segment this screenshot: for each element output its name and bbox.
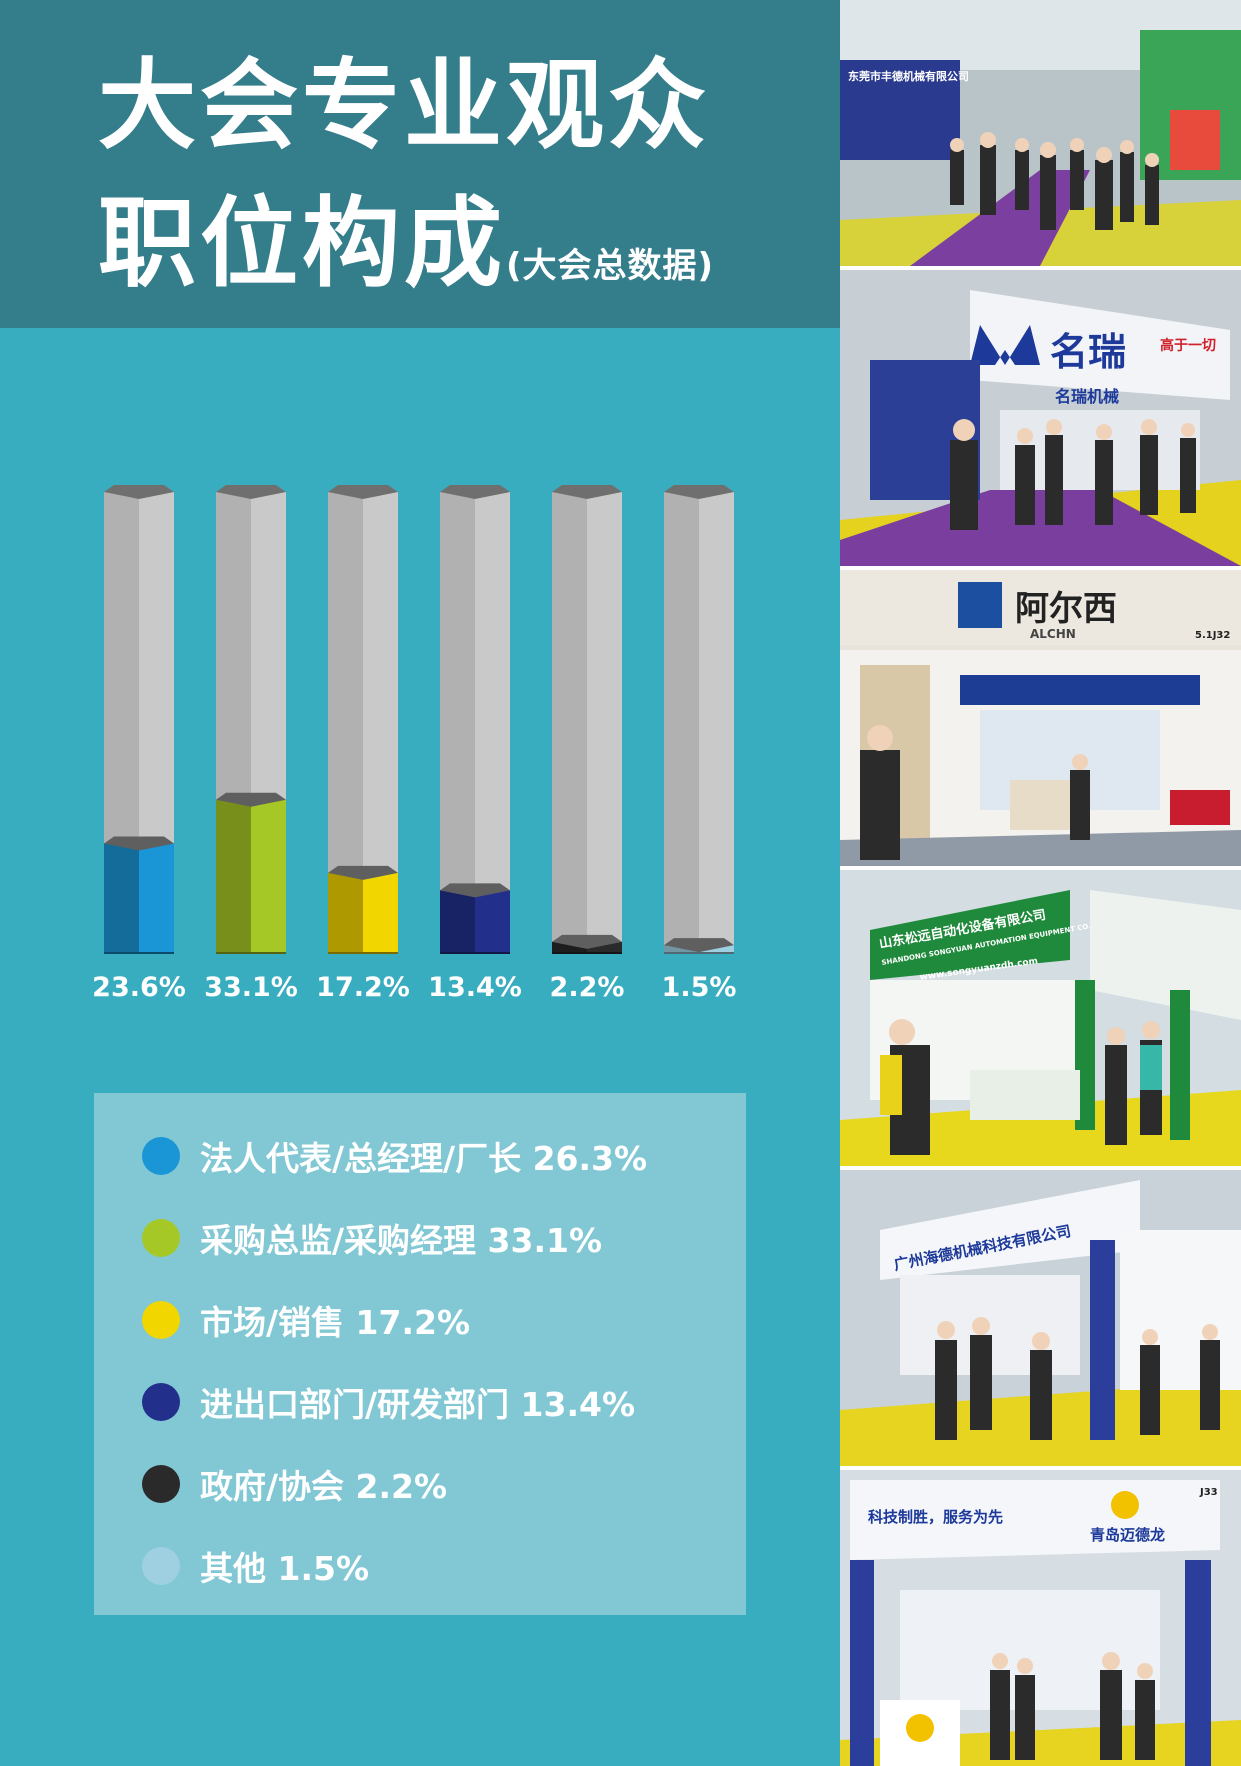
bar-1-left-face	[216, 799, 251, 952]
title-note: (大会总数据)	[506, 246, 715, 286]
legend-item: 其他 1.5%	[142, 1541, 369, 1591]
bar-chart: 23.6% 33.1% 17.2% 13.4% 2.2% 1.5%	[92, 485, 737, 1003]
bar-track-cap	[440, 485, 510, 499]
bar-4-cap	[552, 934, 622, 949]
legend-swatch	[142, 1465, 180, 1503]
legend-label: 其他 1.5%	[200, 1549, 370, 1588]
bar-track-right	[699, 492, 734, 952]
bar-value-label: 13.4%	[428, 972, 522, 1003]
legend-item: 采购总监/采购经理 33.1%	[142, 1213, 602, 1263]
bar-1-cap	[216, 792, 286, 807]
bar-4-base	[552, 952, 622, 954]
title-band: 大会专业观众 职位构成(大会总数据)	[0, 0, 840, 328]
legend-swatch	[142, 1137, 180, 1175]
mingrui-sign-small: 名瑞机械	[1055, 387, 1119, 406]
alchn-booth-number: 5.1J32	[1195, 630, 1230, 641]
bar-track-left	[664, 492, 699, 952]
legend-label: 政府/协会 2.2%	[200, 1467, 448, 1506]
legend-label: 采购总监/采购经理 33.1%	[200, 1221, 603, 1260]
maidelong-brand: 青岛迈德龙	[1090, 1526, 1165, 1544]
bar-track-left	[552, 492, 587, 952]
alchn-sign-latin: ALCHN	[1030, 627, 1076, 641]
bar-track-cap	[216, 485, 286, 499]
bar-value-label: 1.5%	[662, 972, 737, 1003]
bar-track-cap	[328, 485, 398, 499]
bar-track-cap	[552, 485, 622, 499]
bar-2-left-face	[328, 872, 363, 952]
bar-value-label: 17.2%	[316, 972, 410, 1003]
maidelong-booth-photo: 科技制胜，服务为先 青岛迈德龙 J33	[840, 1470, 1241, 1766]
bar-0-left-face	[104, 843, 139, 952]
legend-item: 法人代表/总经理/厂长 26.3%	[142, 1131, 647, 1181]
bar-4-left-face	[552, 941, 587, 952]
legend-item: 市场/销售 17.2%	[142, 1295, 470, 1345]
bar-track-left	[440, 492, 475, 952]
left-panel: 大会专业观众 职位构成(大会总数据) 23.6% 33.1% 17.2% 13.4% 2…	[0, 0, 840, 1615]
songyuan-booth-photo: 山东松远自动化设备有限公司 SHANDONG SONGYUAN AUTOMATI…	[840, 870, 1241, 1166]
bar-4	[587, 941, 622, 952]
alchn-sign-text: 阿尔西	[1015, 589, 1117, 629]
bar-0-cap	[104, 836, 174, 851]
maidelong-booth-number: J33	[1199, 1487, 1218, 1498]
bar-track-cap	[104, 485, 174, 499]
bar-track-cap	[664, 485, 734, 499]
bar-2-base	[328, 952, 398, 954]
bar-track-right	[475, 492, 510, 952]
page-title-second-line: 职位构成	[98, 187, 507, 301]
legend-label: 市场/销售 17.2%	[200, 1303, 471, 1342]
bar-0-base	[104, 952, 174, 954]
bar-3-base	[440, 952, 510, 954]
legend-item: 进出口部门/研发部门 13.4%	[142, 1377, 635, 1427]
page-title: 大会专业观众	[98, 49, 711, 163]
page-title-line-2: 职位构成(大会总数据)	[98, 188, 714, 322]
bar-3	[475, 890, 510, 952]
bar-5-cap	[664, 938, 734, 953]
bar-2	[363, 872, 398, 952]
bar-2-cap	[328, 865, 398, 880]
bar-value-label: 23.6%	[92, 972, 186, 1003]
legend-label: 法人代表/总经理/厂长 26.3%	[200, 1139, 648, 1178]
bar-3-left-face	[440, 890, 475, 952]
legend-swatch	[142, 1547, 180, 1585]
bar-3-cap	[440, 883, 510, 898]
hall-sign-text: 东莞市丰德机械有限公司	[848, 69, 969, 83]
photo-column: 东莞市丰德机械有限公司 名瑞 名瑞机械 高于一切	[840, 0, 1241, 1766]
maidelong-slogan: 科技制胜，服务为先	[868, 1508, 1003, 1526]
bar-track-right	[587, 492, 622, 952]
legend-swatch	[142, 1383, 180, 1421]
bar-1	[251, 799, 286, 952]
bar-value-label: 33.1%	[204, 972, 298, 1003]
mingrui-booth-photo: 名瑞 名瑞机械 高于一切	[840, 270, 1241, 566]
legend: 法人代表/总经理/厂长 26.3% 采购总监/采购经理 33.1% 市场/销售 17…	[94, 1093, 746, 1615]
haide-booth-photo: 广州海德机械科技有限公司	[840, 1170, 1241, 1466]
bar-5-base	[664, 952, 734, 954]
legend-label: 进出口部门/研发部门 13.4%	[200, 1385, 636, 1424]
bar-0	[139, 843, 174, 952]
legend-item: 政府/协会 2.2%	[142, 1459, 447, 1509]
mingrui-slogan: 高于一切	[1160, 337, 1216, 354]
legend-swatch	[142, 1301, 180, 1339]
bar-value-label: 2.2%	[550, 972, 625, 1003]
legend-swatch	[142, 1219, 180, 1257]
bar-1-base	[216, 952, 286, 954]
mingrui-sign-text: 名瑞	[1050, 330, 1126, 374]
alchn-booth-photo: 阿尔西 ALCHN 5.1J32	[840, 570, 1241, 866]
hall-aisle-photo: 东莞市丰德机械有限公司	[840, 0, 1241, 266]
